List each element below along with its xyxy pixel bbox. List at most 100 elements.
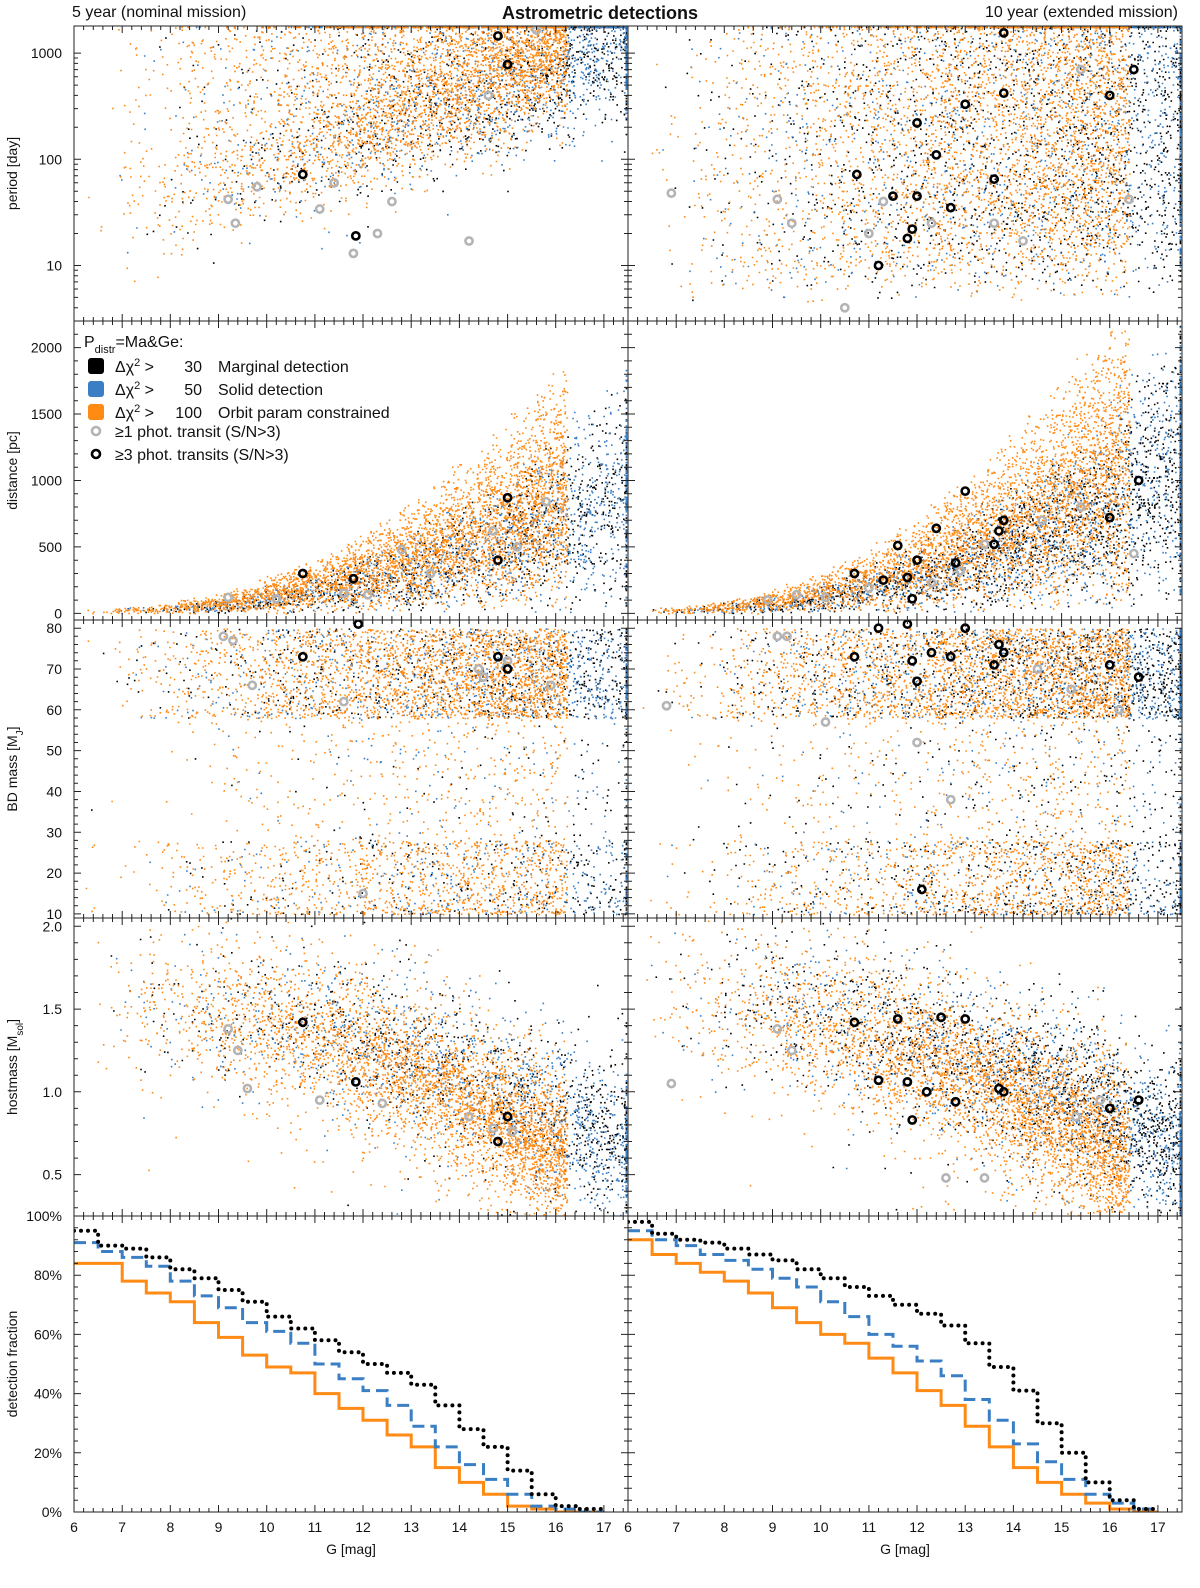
x-tick-label: 11 (862, 1519, 877, 1535)
x-tick-label: 9 (769, 1519, 777, 1535)
transit-black-marker (989, 660, 1000, 670)
transit-black-marker (989, 174, 1000, 185)
legend-transit1-label: ≥1 phot. transit (S/N>3) (115, 424, 281, 441)
transit-black-marker (916, 884, 927, 895)
transit-black-marker (1133, 475, 1144, 486)
axes-hostmass-5yr: 0.5 1.0 1.5 2.0 hostmass [Msol] (4, 917, 629, 1217)
transit-black-marker (912, 118, 922, 128)
transit-gray-marker (488, 1123, 499, 1134)
fraction-marginal-line (74, 1228, 606, 1511)
legend-swatch-marginal (88, 358, 104, 374)
transit-gray-marker (271, 593, 282, 604)
y-axis-label: detection fraction (4, 1311, 20, 1418)
transit-black-marker (502, 492, 513, 503)
transit-gray-marker (372, 228, 383, 239)
transit-black-marker (950, 1096, 961, 1107)
x-tick-label: 8 (166, 1519, 174, 1535)
y-tick-label: 0.5 (43, 1167, 63, 1183)
points-solid (115, 931, 628, 1216)
scatter-period-5yr (88, 26, 628, 283)
transit-black-marker (998, 88, 1009, 99)
x-tick-label: 11 (308, 1519, 323, 1535)
transit-gray-marker (1095, 1095, 1106, 1106)
detection-fraction-5yr (74, 1228, 606, 1512)
transit-gray-marker (839, 302, 850, 313)
transit-gray-marker (661, 700, 672, 711)
transit-black-marker (902, 572, 913, 583)
transit-black-marker (350, 230, 361, 241)
y-tick-label: 10 (46, 257, 62, 273)
transit-black-marker (1104, 1103, 1115, 1114)
transit-black-marker (502, 59, 513, 70)
transit-black-marker (945, 651, 956, 662)
tick-marks (627, 320, 1182, 620)
detection-fraction-10yr (628, 1219, 1160, 1512)
transit-gray-marker (1114, 704, 1125, 715)
x-tick-label: 7 (118, 1519, 126, 1535)
transit-black-marker (502, 664, 513, 674)
x-tick-label: 15 (1054, 1519, 1070, 1535)
legend: Pdistr=Ma&Ge:Δχ2 >30 Marginal detectionΔχ… (84, 334, 390, 464)
fraction-orbit-line (628, 1238, 1158, 1512)
x-tick-label: 16 (1102, 1519, 1118, 1535)
transit-black-marker (907, 655, 918, 666)
points-marginal (127, 379, 628, 615)
transit-gray-marker (387, 196, 397, 207)
transit-gray-marker (1066, 684, 1077, 695)
points-orbit (651, 26, 1131, 303)
legend-transit3-marker (90, 448, 102, 460)
transit-black-marker (493, 555, 503, 566)
transit-black-marker (912, 555, 922, 566)
y-tick-label: 40 (46, 783, 62, 799)
y-tick-label: 1.5 (43, 1001, 63, 1017)
fraction-solid-line (74, 1241, 604, 1512)
legend-chi-orbit: Δχ2 > (115, 403, 154, 422)
transit-black-marker (907, 1115, 918, 1125)
transit-black-marker (902, 233, 913, 244)
transit-gray-marker (464, 236, 474, 246)
x-axis-label: G [mag] (880, 1541, 930, 1557)
transit-gray-marker (1071, 1111, 1081, 1122)
transit-gray-marker (786, 218, 797, 229)
legend-threshold-orbit: 100 (175, 405, 202, 422)
points-orbit (642, 628, 1131, 916)
y-tick-label: 1000 (31, 472, 62, 488)
legend-swatch-solid (88, 381, 104, 397)
legend-chi-solid: Δχ2 > (115, 380, 154, 399)
transit-black-marker (873, 1075, 884, 1086)
transit-black-marker (960, 1014, 971, 1024)
x-tick-label: 12 (355, 1519, 371, 1535)
y-tick-label: 50 (46, 743, 62, 759)
x-tick-label: 17 (596, 1519, 612, 1535)
transit-black-marker (1133, 672, 1144, 683)
transit-black-marker (926, 647, 937, 658)
transit-gray-marker (247, 680, 258, 691)
transit-black-marker (353, 620, 364, 629)
tick-marks (627, 619, 1182, 918)
transit-gray-marker (242, 1083, 253, 1094)
x-tick-label: 6 (624, 1519, 632, 1535)
legend-transit1-marker (90, 425, 102, 437)
y-tick-label: 1500 (31, 406, 62, 422)
y-tick-label: 60 (46, 702, 62, 718)
y-axis-label: BD mass [MJ] (4, 726, 26, 811)
transit-black-marker (1104, 512, 1115, 523)
legend-label-orbit: Orbit param constrained (218, 405, 390, 422)
transit-gray-marker (348, 248, 359, 259)
transit-gray-marker (786, 1045, 797, 1056)
y-tick-label: 10 (46, 906, 62, 922)
x-tick-label: 14 (1006, 1519, 1022, 1535)
transit-gray-marker (926, 218, 937, 229)
transit-gray-marker (820, 717, 831, 727)
transit-black-marker (873, 260, 884, 271)
axes-period-10yr (627, 25, 1183, 322)
transit-gray-marker (926, 577, 937, 588)
transit-gray-marker (223, 194, 234, 205)
scatter-distance-10yr (652, 325, 1182, 615)
transit-gray-marker (338, 588, 349, 599)
transit-gray-marker (232, 1045, 243, 1056)
legend-swatch-orbit (88, 404, 104, 420)
tick-marks (627, 1215, 1182, 1513)
legend-label-marginal: Marginal detection (218, 359, 349, 376)
transit-gray-marker (507, 1126, 518, 1137)
